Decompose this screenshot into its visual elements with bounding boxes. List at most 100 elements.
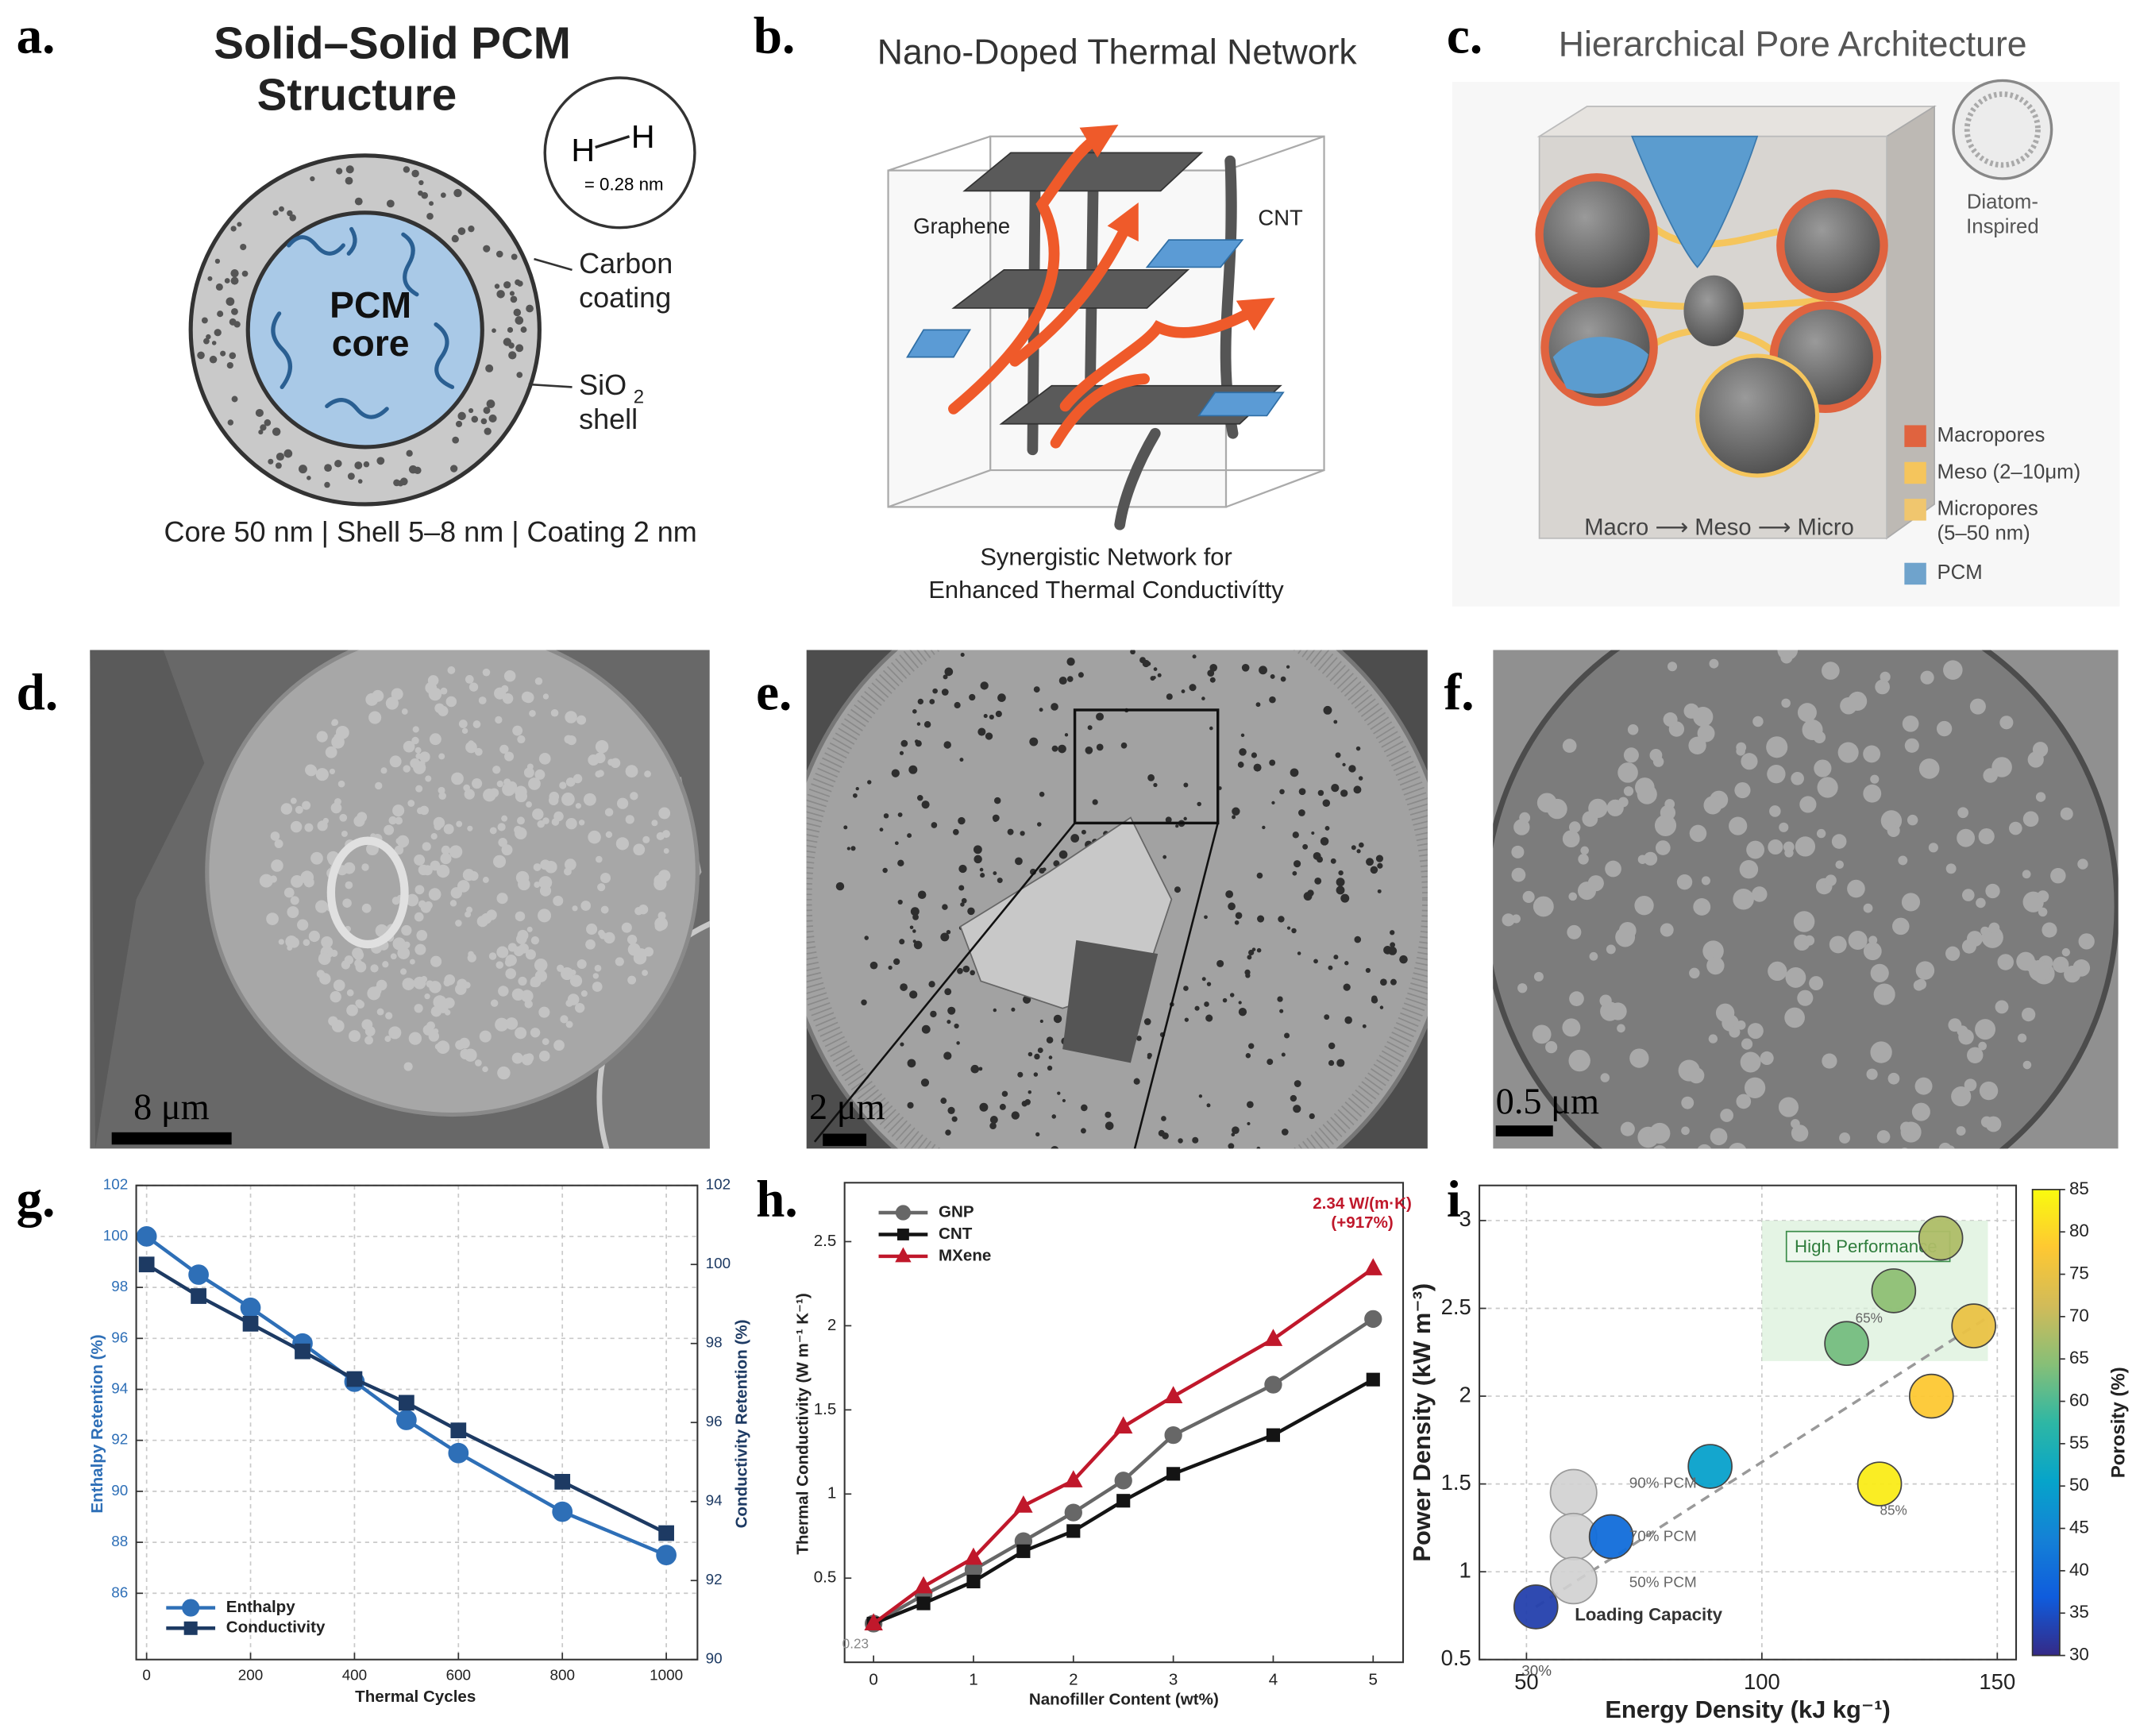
pore <box>979 867 984 872</box>
pore <box>855 786 859 791</box>
pore <box>1710 1128 1728 1146</box>
pore <box>1784 1007 1805 1028</box>
pore <box>1058 850 1068 859</box>
pore <box>530 979 538 987</box>
pore <box>414 1004 423 1013</box>
legend-marker <box>895 1247 912 1263</box>
pore-dot <box>307 476 311 480</box>
pore <box>1697 1144 1712 1149</box>
pore <box>1683 703 1699 719</box>
pore <box>339 813 348 822</box>
pore <box>372 689 384 702</box>
macropore <box>1776 189 1888 302</box>
pore <box>961 897 967 904</box>
pore <box>1292 831 1299 839</box>
bubble <box>1856 1461 1903 1506</box>
pore <box>515 911 526 922</box>
pore <box>1328 1042 1336 1050</box>
pore <box>505 968 516 979</box>
pore <box>891 769 900 777</box>
pore <box>407 800 415 807</box>
pore <box>1062 1098 1066 1103</box>
pore <box>944 667 954 677</box>
pore <box>316 731 328 743</box>
colorbar-tick-label: 65 <box>2069 1348 2089 1368</box>
pore <box>1784 848 1794 858</box>
pore <box>414 854 426 866</box>
pore <box>1031 642 1038 650</box>
pore-dot <box>237 222 242 227</box>
pore <box>1380 978 1387 986</box>
pore <box>1269 759 1276 766</box>
pore <box>515 827 527 840</box>
pore <box>1545 1041 1558 1054</box>
pore <box>495 716 503 724</box>
pore-dot <box>240 243 247 251</box>
pore <box>923 721 931 728</box>
pore <box>519 943 529 954</box>
pore <box>1201 696 1205 700</box>
pore-dot <box>226 297 235 307</box>
caption: Core 50 nm | Shell 5–8 nm | Coating 2 nm <box>164 515 696 548</box>
title: Solid–Solid PCM <box>214 17 571 68</box>
pore <box>409 959 415 965</box>
pore <box>888 965 893 970</box>
pore <box>1980 1116 1993 1128</box>
pore <box>478 696 487 704</box>
pore-dot <box>440 192 446 199</box>
pore <box>576 959 587 970</box>
pore <box>1726 627 1748 648</box>
marker <box>552 1501 573 1522</box>
pore <box>1668 662 1678 672</box>
marker <box>554 1473 571 1490</box>
pore <box>1189 684 1197 692</box>
pore <box>419 751 430 762</box>
pore <box>479 1030 492 1043</box>
cube-edge <box>888 469 991 508</box>
pore <box>909 990 918 999</box>
pore-dot <box>516 372 523 378</box>
pore <box>310 851 323 865</box>
pore <box>534 769 546 780</box>
pore <box>1863 784 1882 803</box>
pore <box>1292 870 1297 876</box>
pore <box>280 803 293 815</box>
pore-dot <box>230 226 237 232</box>
pore <box>1976 897 1986 909</box>
pore <box>1793 911 1815 932</box>
pore-dot <box>206 334 211 340</box>
pore <box>941 689 949 696</box>
pore <box>1979 1081 1999 1101</box>
pore <box>488 952 497 960</box>
pore <box>979 1102 989 1112</box>
pore <box>1741 753 1758 770</box>
pore <box>1620 1121 1635 1136</box>
pore <box>518 878 530 891</box>
pore <box>342 898 352 908</box>
pore <box>1091 623 1097 629</box>
pore <box>1232 815 1236 820</box>
pore <box>1033 686 1040 693</box>
annotation: 70% PCM <box>1629 1527 1697 1544</box>
pore <box>502 782 516 797</box>
bubble <box>1513 1584 1559 1630</box>
pore <box>1565 831 1575 842</box>
bubble <box>1871 1268 1917 1314</box>
pore-dot <box>468 407 474 414</box>
pore <box>1039 867 1045 874</box>
pore <box>1174 886 1181 893</box>
pore <box>382 961 389 968</box>
cnt <box>1114 427 1161 530</box>
marker <box>1363 1258 1383 1275</box>
scatter-chart: 50 100 150 0.5 1 1.5 2 2.5 3 Energy Density (kJ k… <box>1408 1179 2130 1723</box>
pore <box>403 740 415 753</box>
pore <box>1204 915 1208 920</box>
pore <box>1920 670 1934 685</box>
pore <box>1533 896 1554 917</box>
pore <box>367 986 381 1001</box>
pore <box>274 839 283 848</box>
pore <box>1736 1094 1752 1109</box>
x-axis-label: Energy Density (kJ kg⁻¹) <box>1605 1695 1890 1723</box>
pore <box>943 1051 952 1060</box>
pore <box>638 905 649 915</box>
